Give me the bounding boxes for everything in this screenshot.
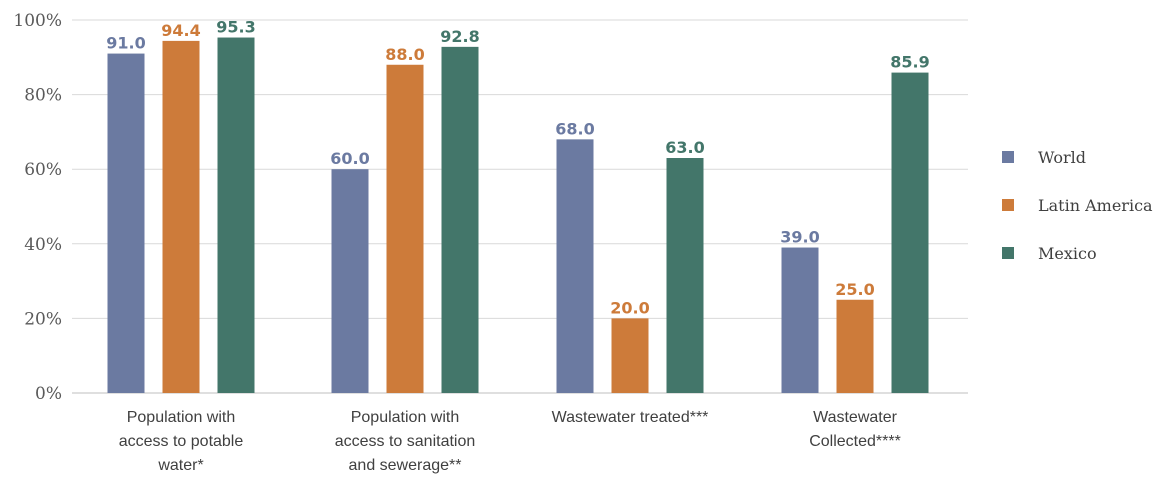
bar-mexico [891, 72, 929, 393]
category-label: Population with [351, 409, 460, 426]
legend-label: Mexico [1038, 244, 1097, 263]
legend-swatch [1002, 199, 1014, 211]
category-label: access to potable [119, 433, 244, 450]
category-label: access to sanitation [335, 433, 476, 450]
bar-world [107, 53, 145, 393]
category-label: Population with [127, 409, 236, 426]
category-label: Wastewater treated*** [552, 409, 709, 426]
y-tick-label: 20% [24, 309, 62, 329]
bar-mexico [217, 37, 255, 393]
category-label: water* [157, 457, 203, 474]
data-label: 92.8 [440, 27, 479, 46]
bars [107, 37, 929, 394]
y-tick-label: 60% [24, 160, 62, 180]
data-label: 39.0 [780, 228, 819, 247]
bar-latin-america [386, 64, 424, 393]
data-label: 95.3 [216, 18, 255, 37]
bar-mexico [666, 158, 704, 393]
grid-lines [72, 19, 968, 394]
data-label: 63.0 [665, 138, 704, 157]
legend-swatch [1002, 151, 1014, 163]
y-tick-label: 100% [13, 11, 62, 31]
bar-world [781, 247, 819, 393]
data-label: 68.0 [555, 119, 594, 138]
bar-latin-america [836, 299, 874, 393]
legend: World Latin America Mexico [1002, 148, 1153, 263]
legend-swatch [1002, 247, 1014, 259]
data-labels: 91.0 60.0 68.0 39.0 94.4 88.0 20.0 25.0 95.3 92.8… [106, 18, 929, 318]
data-label: 60.0 [330, 149, 369, 168]
category-label: and sewerage** [349, 457, 462, 474]
y-tick-label: 80% [24, 86, 62, 106]
data-label: 20.0 [610, 298, 649, 317]
data-label: 25.0 [835, 280, 874, 299]
bar-latin-america [162, 40, 200, 393]
data-label: 91.0 [106, 34, 145, 53]
legend-label: Latin America [1038, 196, 1153, 215]
data-label: 88.0 [385, 45, 424, 64]
legend-label: World [1038, 148, 1086, 167]
bar-mexico [441, 46, 479, 394]
data-label: 85.9 [890, 53, 929, 72]
bar-latin-america [611, 318, 649, 393]
category-label: Collected**** [809, 433, 901, 450]
y-axis-ticks: 0% 20% 40% 60% 80% 100% [13, 11, 62, 404]
category-labels: Population with access to potable water* Po… [119, 409, 901, 474]
y-tick-label: 0% [35, 384, 62, 404]
bar-world [331, 169, 369, 393]
category-label: Wastewater [813, 409, 898, 426]
data-label: 94.4 [161, 21, 200, 40]
y-tick-label: 40% [24, 235, 62, 255]
bar-world [556, 139, 594, 393]
